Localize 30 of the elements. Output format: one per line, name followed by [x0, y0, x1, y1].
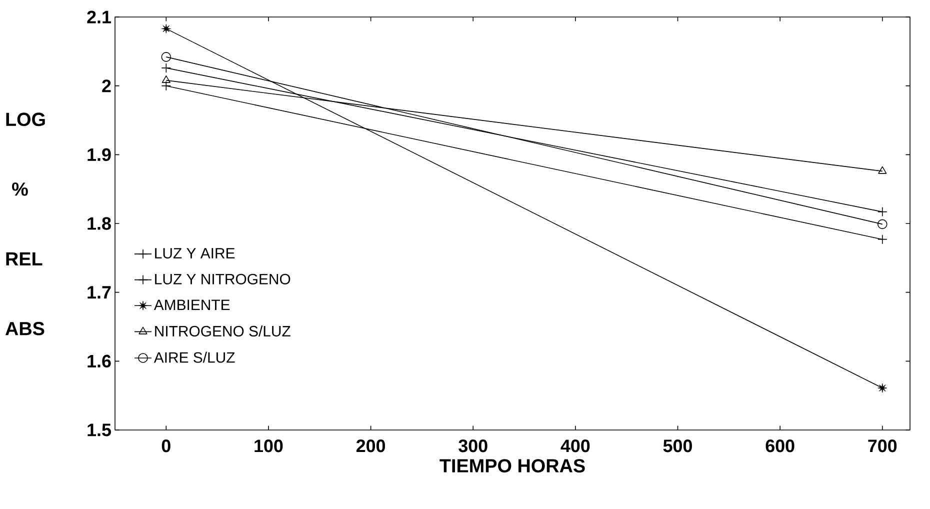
x-tick-label: 200	[356, 440, 386, 452]
legend-label: LUZ Y AIRE	[155, 248, 235, 258]
point	[877, 234, 888, 244]
legend-label: LUZ Y NITROGENO	[155, 274, 290, 284]
y-tick-label: 2	[102, 80, 111, 92]
x-tick-label: 300	[458, 440, 488, 452]
legend-label: NITROGENO S/LUZ	[155, 326, 290, 336]
y-tick-label: 1.7	[88, 286, 111, 299]
x-tick-label: 100	[254, 440, 283, 452]
y-tick-label: 1.9	[88, 148, 111, 162]
point	[877, 206, 888, 217]
y-tick-label: 1.8	[88, 217, 111, 230]
point	[161, 52, 172, 62]
x-tick-label: 0	[162, 440, 170, 452]
text: LOG % REL ABS	[5, 112, 45, 336]
y-tick-label: 1.6	[88, 354, 111, 368]
legend-label: AIRE S/LUZ	[154, 352, 235, 363]
x-tick-label: 600	[766, 440, 794, 452]
legend-label: AMBIENTE	[154, 300, 230, 310]
y-tick-label: 1.5	[88, 424, 111, 436]
x-tick-label: 500	[663, 440, 692, 452]
point	[161, 63, 172, 73]
y-tick-label: 2.1	[87, 10, 111, 24]
point	[161, 80, 172, 91]
x-tick-label: 700	[868, 440, 897, 452]
x-axis-title: TIEMPO HORAS	[440, 459, 585, 472]
point	[161, 24, 171, 34]
point	[877, 219, 888, 230]
x-tick-label: 400	[560, 440, 590, 452]
point	[878, 383, 888, 393]
